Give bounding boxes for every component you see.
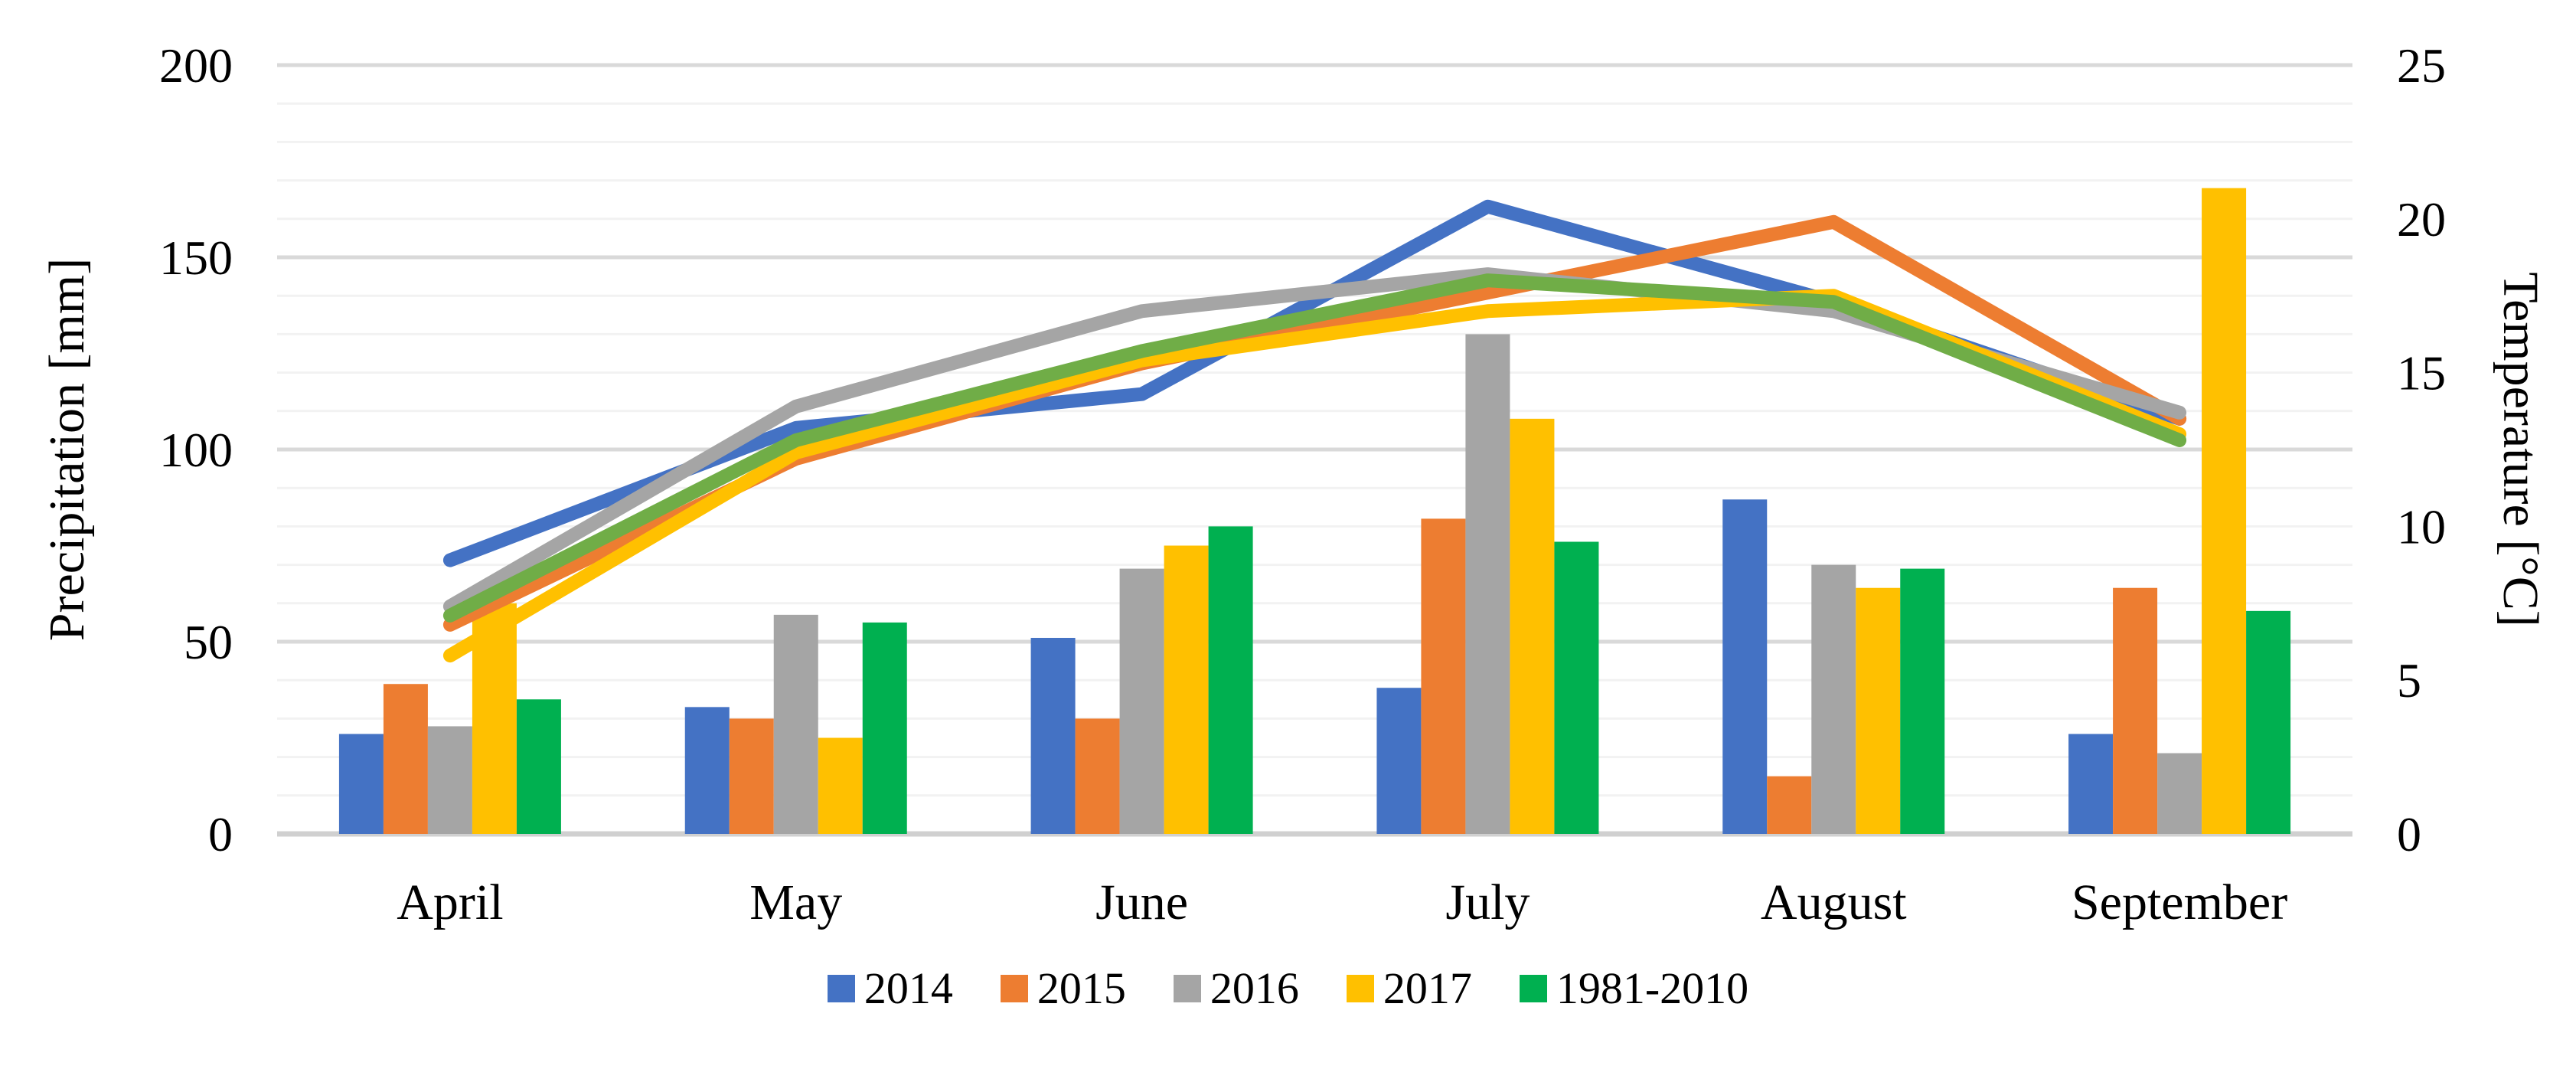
right-tick-label: 10 — [2397, 499, 2446, 554]
left-axis-title: Precipitation [mm] — [39, 257, 95, 642]
bar-2016-August — [1811, 564, 1856, 834]
left-tick-label: 150 — [159, 230, 233, 285]
right-tick-label: 0 — [2397, 807, 2421, 861]
legend-swatch-2016 — [1173, 975, 1201, 1002]
bar-2014-July — [1376, 688, 1422, 834]
temperature-line-1981-2010 — [442, 273, 2187, 623]
bar-2014-May — [684, 707, 730, 834]
legend-swatch-1981-2010 — [1519, 975, 1547, 1002]
bar-2015-June — [1075, 718, 1120, 834]
right-tick-label: 15 — [2397, 346, 2446, 400]
bar-2017-May — [818, 737, 863, 834]
legend-item-2017: 2017 — [1346, 963, 1472, 1013]
bar-2014-June — [1030, 637, 1076, 834]
bar-2017-June — [1164, 545, 1209, 834]
chart-legend: 2014 2015 2016 2017 1981-2010 — [0, 966, 2576, 1011]
x-axis-labels: April May June July August September — [397, 874, 2287, 930]
bar-1981-2010-April — [516, 699, 561, 834]
lines-group — [442, 199, 2187, 663]
bar-2016-June — [1119, 568, 1164, 834]
category-label-September: September — [2072, 874, 2287, 930]
bar-1981-2010-June — [1208, 526, 1253, 834]
category-label-August: August — [1761, 874, 1907, 930]
category-label-July: July — [1445, 874, 1530, 930]
bar-2015-September — [2113, 587, 2158, 834]
bar-2015-May — [729, 718, 774, 834]
right-tick-label: 25 — [2397, 38, 2446, 93]
bar-1981-2010-July — [1554, 541, 1599, 834]
legend-swatch-2014 — [827, 975, 855, 1002]
left-tick-label: 100 — [159, 423, 233, 477]
legend-item-2016: 2016 — [1173, 963, 1299, 1013]
bar-2016-April — [427, 726, 472, 834]
bar-1981-2010-August — [1900, 568, 1945, 834]
right-axis-ticks: 0 5 10 15 20 25 — [2397, 38, 2446, 861]
bar-2015-April — [383, 684, 428, 834]
bar-2014-September — [2068, 734, 2114, 834]
legend-swatch-2015 — [1000, 975, 1028, 1002]
legend-swatch-2017 — [1346, 975, 1374, 1002]
right-tick-label: 20 — [2397, 192, 2446, 247]
legend-item-2015: 2015 — [1000, 963, 1126, 1013]
legend-label: 1981-2010 — [1556, 963, 1749, 1013]
bar-2016-September — [2157, 753, 2202, 834]
bar-2016-May — [773, 614, 818, 834]
bar-2017-August — [1856, 587, 1901, 834]
bar-1981-2010-May — [862, 622, 907, 834]
category-label-May: May — [749, 874, 842, 930]
bar-1981-2010-September — [2246, 610, 2291, 834]
bar-2017-July — [1510, 418, 1555, 834]
bar-2014-August — [1722, 499, 1768, 834]
bar-2017-September — [2202, 188, 2247, 834]
left-tick-label: 200 — [159, 38, 233, 93]
bar-2014-April — [338, 734, 384, 834]
legend-item-1981-2010: 1981-2010 — [1519, 963, 1749, 1013]
bar-2015-August — [1767, 776, 1812, 834]
gridlines — [277, 63, 2352, 837]
legend-label: 2017 — [1383, 963, 1472, 1013]
legend-label: 2016 — [1210, 963, 1299, 1013]
bars-group — [338, 188, 2291, 834]
category-label-June: June — [1095, 874, 1188, 930]
category-label-April: April — [397, 874, 503, 930]
bar-2016-July — [1465, 334, 1510, 834]
legend-item-2014: 2014 — [827, 963, 953, 1013]
left-tick-label: 50 — [184, 615, 233, 669]
legend-label: 2014 — [864, 963, 953, 1013]
left-axis-ticks: 0 50 100 150 200 — [159, 38, 233, 861]
legend-label: 2015 — [1037, 963, 1126, 1013]
left-tick-label: 0 — [208, 807, 233, 861]
right-tick-label: 5 — [2397, 653, 2421, 708]
bar-2015-July — [1421, 518, 1466, 834]
right-axis-title: Temperature [°C] — [2493, 272, 2548, 627]
